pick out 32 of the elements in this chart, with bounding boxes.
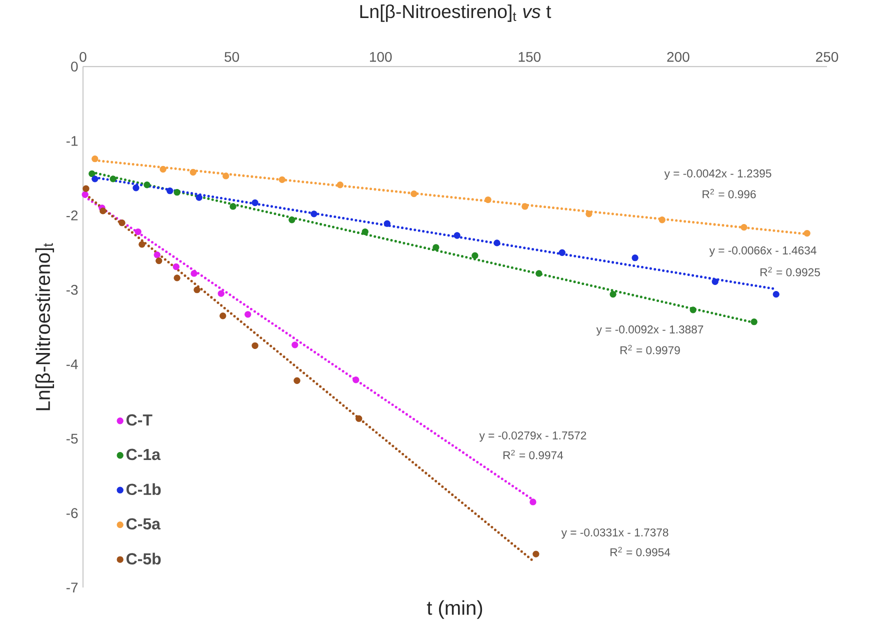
legend-label: C-5a bbox=[126, 518, 161, 530]
y-tick-label: -7 bbox=[66, 582, 78, 593]
y-tick-label: -5 bbox=[66, 434, 78, 444]
y-tick-label: 0 bbox=[71, 62, 78, 72]
annotation: y = -0.0331x - 1.7378 bbox=[561, 528, 668, 539]
annotation: R$^{2}$ = 0.9974 bbox=[503, 450, 564, 460]
annotation: y = -0.0042x - 1.2395 bbox=[664, 170, 772, 180]
y-tick-label: -3 bbox=[66, 285, 78, 296]
x-tick-label: 150 bbox=[518, 52, 541, 62]
y-tick-label: -1 bbox=[66, 136, 78, 146]
x-tick-label: 250 bbox=[816, 52, 838, 62]
annotation: y = -0.0066x - 1.4634 bbox=[709, 246, 816, 257]
annotation: y = -0.0092x - 1.3887 bbox=[596, 326, 704, 336]
chart-title: Ln[β-Nitroestireno]$_{t}$ vs t bbox=[360, 4, 552, 22]
x-axis-title: t (min) bbox=[426, 600, 482, 620]
x-tick-label: 200 bbox=[667, 52, 690, 62]
y-tick-label: -4 bbox=[66, 360, 78, 370]
y-tick-label: -2 bbox=[66, 210, 78, 221]
x-tick-label: 100 bbox=[370, 52, 392, 62]
y-axis-title: Ln[β-Nitroestireno]$_{t}$ bbox=[35, 243, 54, 410]
annotation: R$^{2}$ = 0.9954 bbox=[610, 547, 670, 556]
legend-label: C-1a bbox=[126, 449, 161, 460]
annotation: R$^{2}$ = 0.9925 bbox=[760, 267, 820, 276]
x-tick-label: 0 bbox=[80, 52, 86, 62]
legend-label: C-T bbox=[126, 414, 152, 426]
legend-label: C-1b bbox=[126, 484, 161, 496]
annotation: y = -0.0279x - 1.7572 bbox=[479, 432, 586, 442]
x-tick-label: 50 bbox=[224, 52, 240, 62]
annotation: R$^{2}$ = 0.996 bbox=[702, 189, 756, 198]
legend-label: C-5b bbox=[126, 552, 161, 565]
annotation: R$^{2}$ = 0.9979 bbox=[620, 345, 680, 354]
y-tick-label: -6 bbox=[66, 508, 78, 518]
